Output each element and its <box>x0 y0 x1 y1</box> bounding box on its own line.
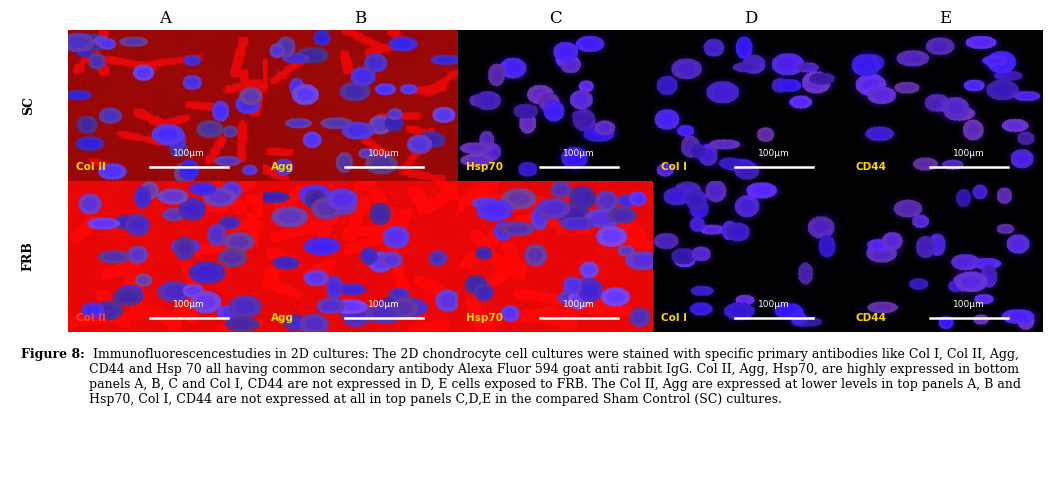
Text: B: B <box>354 10 367 27</box>
Text: E: E <box>939 10 952 27</box>
Text: Col I: Col I <box>660 161 686 172</box>
Text: Col II: Col II <box>75 161 106 172</box>
Text: C: C <box>549 10 562 27</box>
Text: CD44: CD44 <box>855 161 887 172</box>
Text: 100μm: 100μm <box>368 300 399 309</box>
Text: A: A <box>159 10 172 27</box>
Text: 100μm: 100μm <box>758 300 789 309</box>
Text: Figure 8:: Figure 8: <box>21 348 85 361</box>
Text: 100μm: 100μm <box>953 300 984 309</box>
Text: 100μm: 100μm <box>563 149 594 158</box>
Text: Agg: Agg <box>270 312 293 323</box>
Text: 100μm: 100μm <box>368 149 399 158</box>
Text: Agg: Agg <box>270 161 293 172</box>
Text: SC: SC <box>22 96 35 115</box>
Text: Hsp70: Hsp70 <box>465 312 503 323</box>
Text: Immunofluorescencestudies in 2D cultures: The 2D chondrocyte cell cultures were : Immunofluorescencestudies in 2D cultures… <box>89 348 1021 406</box>
Text: Hsp70: Hsp70 <box>465 161 503 172</box>
Text: Col II: Col II <box>75 312 106 323</box>
Text: CD44: CD44 <box>855 312 887 323</box>
Text: 100μm: 100μm <box>173 149 204 158</box>
Text: 100μm: 100μm <box>953 149 984 158</box>
Text: D: D <box>744 10 757 27</box>
Text: FRB: FRB <box>22 241 35 271</box>
Text: 100μm: 100μm <box>758 149 789 158</box>
Text: 100μm: 100μm <box>173 300 204 309</box>
Text: Col I: Col I <box>660 312 686 323</box>
Text: 100μm: 100μm <box>563 300 594 309</box>
